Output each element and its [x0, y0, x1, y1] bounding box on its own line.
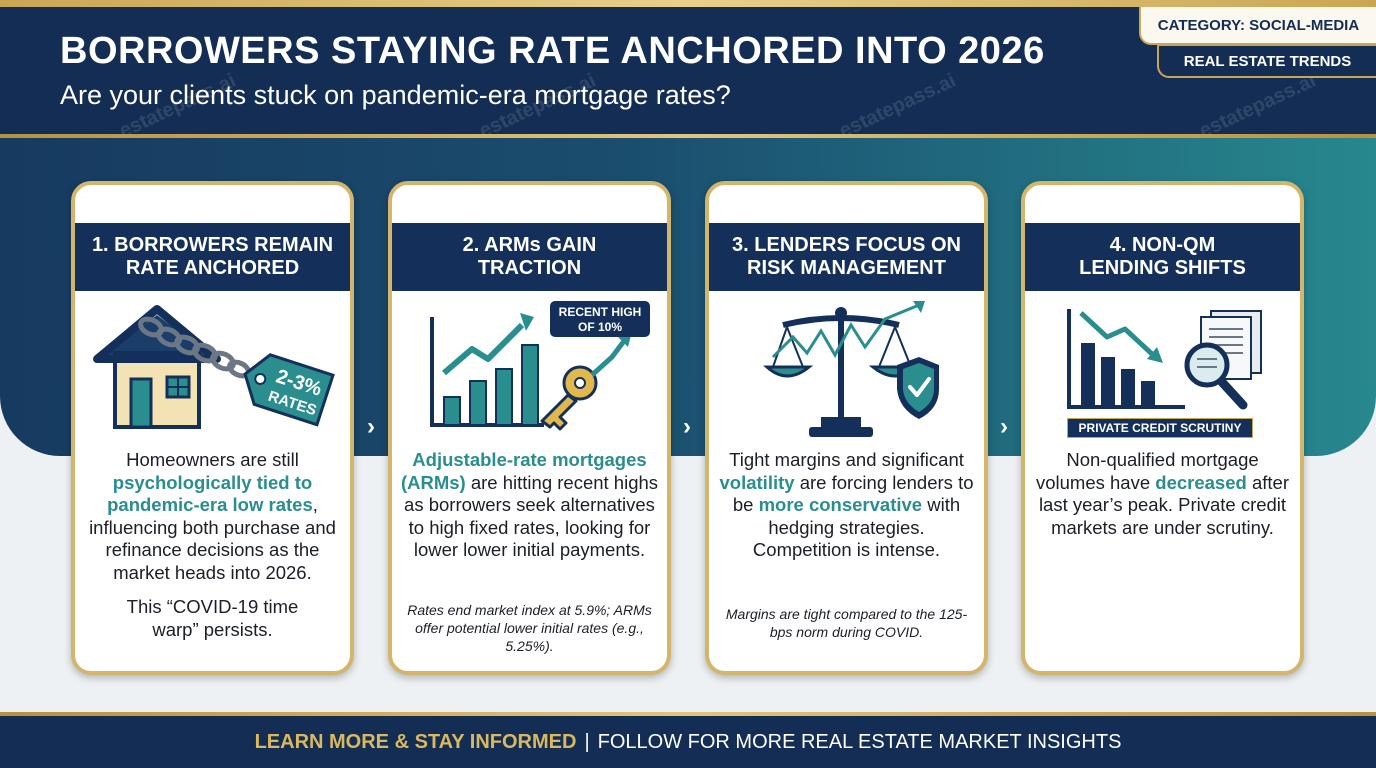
badge-line: RECENT HIGH: [559, 305, 642, 319]
body-text: with hedging strategies. Competition is …: [752, 494, 961, 560]
body-highlight: psychologically tied to pandemic-era low…: [107, 471, 313, 516]
body-text: Homeowners are still: [126, 449, 299, 470]
card-title: 1. BORROWERS REMAIN RATE ANCHORED: [75, 223, 350, 291]
body-highlight: volatility: [719, 471, 795, 493]
footer-text: FOLLOW FOR MORE REAL ESTATE MARKET INSIG…: [597, 730, 1122, 753]
body-text: , influencing both purchase and refinanc…: [89, 494, 336, 583]
body-highlight: Adjustable-rate mortgages (ARMs): [400, 449, 647, 493]
body-text: are forcing lenders to be: [732, 471, 974, 516]
card-body: Adjustable-rate mortgages (ARMs) are hit…: [400, 449, 659, 562]
card-title-line: 3. LENDERS FOCUS ON: [732, 234, 961, 256]
card-body: Tight margins and significant volatility…: [717, 449, 976, 562]
card-non-qm-lending: 4. NON-QM LENDING SHIFTS PR: [1021, 181, 1304, 675]
card-title: 3. LENDERS FOCUS ON RISK MANAGEMENT: [709, 223, 984, 291]
page-subtitle: Are your clients stuck on pandemic-era m…: [60, 80, 731, 110]
card-title: 2. ARMs GAIN TRACTION: [392, 223, 667, 291]
body-text: are hitting recent highs as borrowers se…: [404, 471, 659, 561]
card-rate-anchored: 1. BORROWERS REMAIN RATE ANCHORED: [71, 181, 354, 675]
card-title-line: 2. ARMs GAIN: [462, 234, 597, 256]
card-title-line: 1. BORROWERS REMAIN: [91, 234, 334, 256]
top-gold-line: [0, 0, 1376, 7]
page-title: BORROWERS STAYING RATE ANCHORED INTO 202…: [60, 30, 1045, 72]
footer-gold-line: [0, 712, 1376, 716]
chevron-right-icon: ›: [683, 413, 691, 440]
body-text: Tight margins and significant: [729, 449, 964, 470]
card-title: 4. NON-QM LENDING SHIFTS: [1025, 223, 1300, 291]
badge-line: OF 10%: [578, 320, 622, 334]
card-risk-management: 3. LENDERS FOCUS ON RISK MANAGEMENT Tigh…: [705, 181, 988, 675]
category-badge: CATEGORY: SOCIAL-MEDIA: [1139, 7, 1376, 45]
card-title-line: LENDING SHIFTS: [1079, 257, 1246, 279]
chevron-right-icon: ›: [1000, 413, 1008, 440]
card-note: Rates end market index at 5.9%; ARMs off…: [407, 602, 652, 654]
card-title-line: TRACTION: [477, 257, 582, 279]
footer-separator: |: [584, 730, 590, 753]
header-gold-border: [0, 134, 1376, 138]
body-text: after last year’s peak. Private credit m…: [1038, 471, 1289, 538]
card-arms-traction: 2. ARMs GAIN TRACTION RECENT HIGH OF 10%: [388, 181, 671, 675]
card-title-line: 4. NON-QM: [1109, 234, 1216, 256]
card-body: Non-qualified mortgage volumes have decr…: [1033, 449, 1292, 539]
rising-chart-key-icon: RECENT HIGH OF 10%: [392, 297, 667, 447]
private-credit-label: PRIVATE CREDIT SCRUTINY: [1067, 418, 1253, 438]
body-highlight: decreased: [1155, 471, 1247, 493]
card-extra-text: This “COVID-19 time warp” persists.: [126, 596, 299, 640]
card-body: Homeowners are still psychologically tie…: [83, 449, 342, 584]
card-title-line: RATE ANCHORED: [125, 257, 300, 279]
chevron-right-icon: ›: [367, 413, 375, 440]
declining-chart-magnifier-icon: [1025, 297, 1300, 447]
scales-shield-icon: [709, 297, 984, 447]
card-title-line: RISK MANAGEMENT: [747, 257, 946, 279]
card-note: Margins are tight compared to the 125-bp…: [725, 606, 968, 640]
body-text: Non-qualified mortgage volumes have: [1035, 449, 1259, 493]
footer-bar: LEARN MORE & STAY INFORMED | FOLLOW FOR …: [0, 716, 1376, 768]
house-chain-tag-icon: 2-3% RATES: [75, 297, 350, 447]
topic-badge: REAL ESTATE TRENDS: [1157, 44, 1376, 78]
body-highlight: more conservative: [758, 494, 923, 515]
footer-cta[interactable]: LEARN MORE & STAY INFORMED: [254, 730, 577, 753]
